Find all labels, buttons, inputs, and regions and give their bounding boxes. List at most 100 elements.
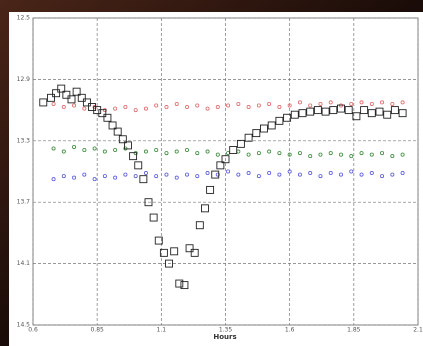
data-point (400, 152, 405, 157)
x-axis-label: Hours (213, 333, 236, 341)
data-point (92, 146, 97, 151)
data-point (236, 139, 245, 148)
data-point (329, 106, 338, 115)
data-point (369, 171, 374, 176)
data-point (129, 152, 138, 161)
data-point (256, 174, 261, 179)
data-point (118, 135, 127, 144)
data-point (321, 107, 330, 116)
data-point (205, 171, 210, 176)
data-point (367, 109, 376, 118)
data-point (338, 172, 343, 177)
data-point (82, 172, 87, 177)
data-point (260, 124, 268, 133)
data-point (318, 101, 323, 106)
data-point (400, 171, 405, 176)
data-point (215, 105, 220, 110)
data-point (267, 149, 272, 154)
data-point (134, 161, 143, 170)
data-point (77, 93, 86, 102)
y-tick-label: 14.5 (17, 322, 31, 329)
data-point (229, 146, 238, 154)
data-point (328, 100, 333, 105)
data-point (205, 106, 210, 111)
data-point (51, 101, 56, 106)
data-point (328, 171, 333, 176)
data-point (211, 170, 220, 179)
data-point (154, 174, 159, 179)
data-point (195, 174, 200, 179)
data-point (298, 109, 307, 118)
data-point (184, 148, 189, 153)
data-point (277, 172, 282, 177)
data-point (123, 172, 128, 177)
data-point (390, 106, 399, 115)
data-point (226, 103, 231, 108)
data-point (349, 169, 354, 174)
x-tick-label: 1.35 (219, 327, 233, 334)
data-point (170, 247, 179, 256)
data-point (205, 149, 210, 154)
data-point (72, 87, 81, 96)
data-point (308, 154, 313, 159)
data-point (164, 172, 169, 177)
data-point (47, 93, 55, 102)
data-point (215, 152, 220, 157)
data-point (287, 103, 292, 108)
data-point (174, 175, 179, 180)
data-point (102, 149, 107, 154)
x-tick-label: 1.6 (285, 327, 295, 334)
data-point (287, 152, 292, 157)
data-point (338, 152, 343, 157)
data-point (349, 154, 354, 159)
data-point (82, 106, 87, 111)
data-point (380, 174, 385, 179)
data-point (246, 152, 251, 157)
data-point (61, 149, 66, 154)
x-tick-label: 0.6 (28, 327, 38, 334)
data-point (72, 175, 77, 180)
data-point (67, 95, 76, 104)
x-tick-label: 1.1 (157, 327, 167, 334)
data-point (133, 108, 138, 113)
data-point (61, 105, 66, 110)
data-point (164, 151, 169, 156)
data-point (221, 155, 230, 164)
data-point (252, 129, 261, 138)
data-point (290, 110, 299, 119)
data-point (113, 106, 118, 111)
data-point (184, 172, 189, 177)
data-point (102, 174, 107, 179)
data-point (108, 121, 117, 130)
data-point (216, 161, 225, 170)
data-point (267, 101, 272, 106)
data-point (82, 98, 91, 107)
data-point (375, 107, 384, 116)
y-tick-label: 13.7 (17, 199, 31, 206)
data-point (51, 177, 56, 182)
data-point (39, 98, 48, 107)
data-point (52, 89, 61, 98)
data-point (184, 105, 189, 110)
data-point (287, 169, 292, 174)
data-point (369, 101, 374, 106)
data-point (306, 107, 315, 116)
data-point (244, 133, 253, 142)
data-point (277, 105, 282, 110)
data-point (175, 279, 184, 288)
data-point (277, 151, 282, 156)
data-point (267, 121, 276, 130)
data-point (72, 144, 77, 149)
data-point (383, 110, 392, 119)
data-point (267, 171, 272, 176)
data-point (360, 106, 369, 115)
data-point (123, 105, 128, 110)
data-point (349, 101, 354, 106)
data-point (144, 198, 153, 207)
data-point (195, 103, 200, 108)
data-point (133, 174, 138, 179)
data-point (246, 105, 251, 110)
data-point (308, 103, 313, 108)
data-point (215, 172, 220, 177)
data-point (154, 148, 159, 153)
